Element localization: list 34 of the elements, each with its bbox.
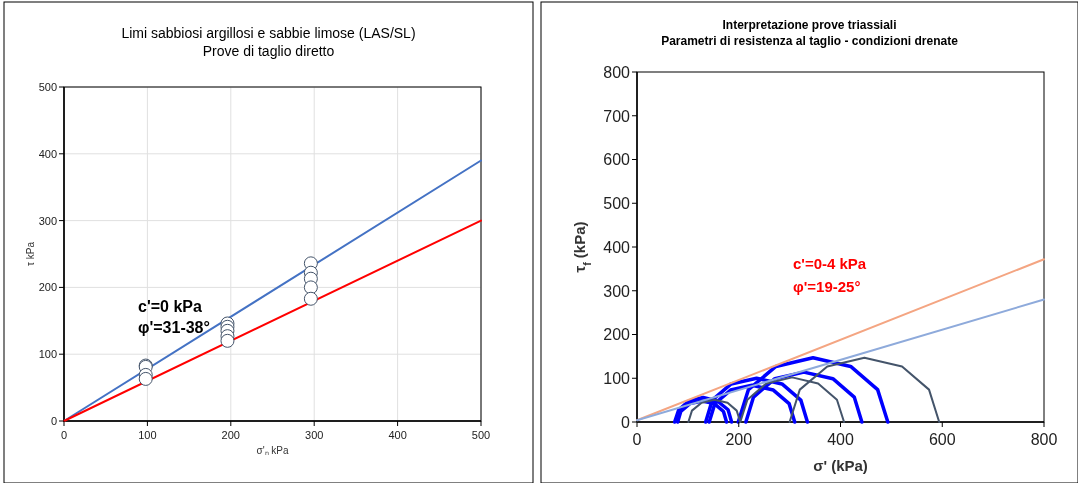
y-tick-label: 100 [38, 348, 57, 361]
annotation: c'=0 kPa [138, 298, 202, 315]
y-tick-label: 300 [603, 282, 631, 300]
y-tick-label: 400 [603, 238, 631, 256]
x-tick-label: 100 [138, 429, 157, 441]
y-tick-label: 200 [603, 326, 631, 344]
annotation: φ'=31-38° [138, 319, 210, 336]
x-axis-title: σ' (kPa) [813, 457, 868, 474]
y-tick-label: 600 [603, 151, 631, 169]
annotation: c'=0-4 kPa [793, 255, 867, 272]
x-tick-label: 200 [221, 429, 240, 441]
y-tick-label: 100 [603, 370, 631, 388]
y-tick-label: 200 [38, 281, 57, 294]
x-tick-label: 0 [60, 429, 68, 441]
y-tick-label: 300 [38, 214, 57, 227]
x-tick-label: 800 [1030, 431, 1058, 448]
x-tick-label: 400 [827, 431, 854, 448]
y-tick-label: 500 [603, 195, 631, 213]
y-tick-label: 700 [603, 107, 631, 125]
y-tick-label: 400 [38, 147, 57, 160]
x-tick-label: 300 [305, 429, 324, 441]
x-axis-title: σ'ₙ kPa [256, 445, 289, 456]
x-tick-label: 600 [928, 431, 956, 448]
x-tick-label: 400 [388, 429, 407, 441]
chart-title: Interpretazione prove triassiali Parametri di resistenza al taglio - condizioni drenate [661, 18, 959, 48]
y-tick-label: 0 [50, 414, 57, 427]
chart-title: Limi sabbiosi argillosi e sabbie limose (LAS/SL) Prove di taglio diretto [121, 25, 416, 59]
x-tick-label: 200 [725, 431, 753, 448]
y-tick-label: 800 [603, 63, 631, 81]
x-tick-label: 500 [471, 429, 491, 441]
y-tick-label: 500 [38, 80, 57, 93]
annotation: φ'=19-25° [793, 278, 861, 295]
y-axis-title: τ kPa [25, 241, 36, 266]
x-tick-label: 0 [632, 431, 642, 448]
